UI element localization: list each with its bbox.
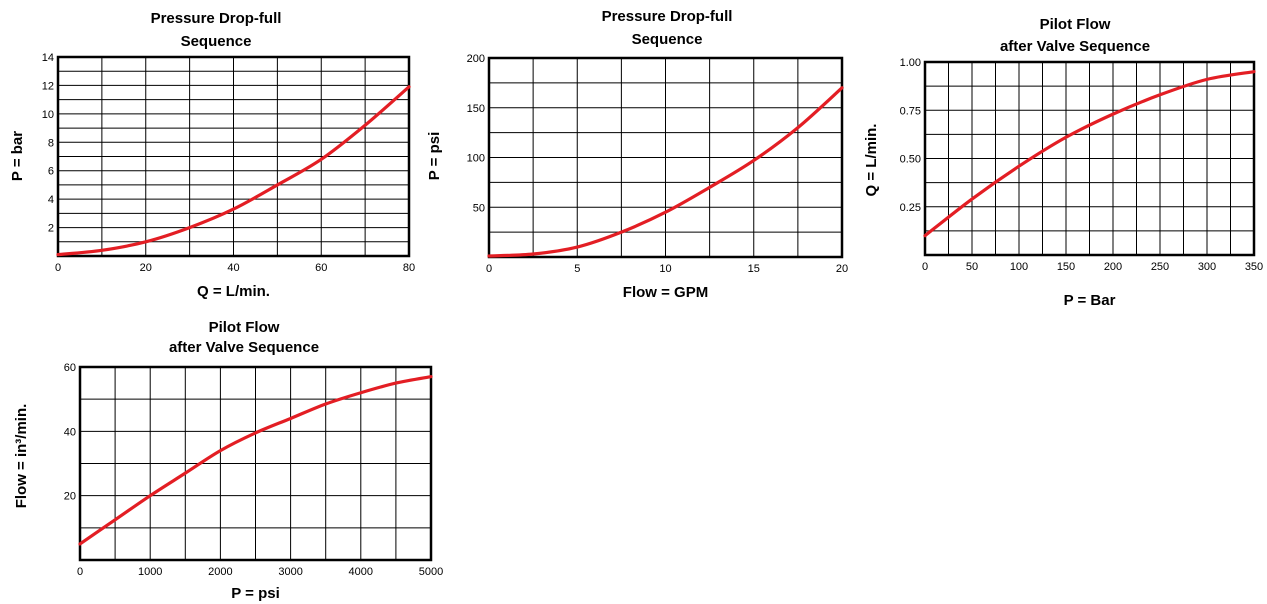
y-tick-label: 40 xyxy=(64,426,76,438)
y-tick-label: 0.75 xyxy=(900,105,921,117)
y-tick-label: 1.00 xyxy=(900,57,921,69)
series-line xyxy=(78,375,433,546)
y-tick-label: 0.25 xyxy=(900,202,921,214)
chart-title: Pilot Flow xyxy=(1040,16,1111,33)
x-tick-label: 20 xyxy=(140,262,152,274)
x-tick-label: 0 xyxy=(922,261,928,273)
chart-subtitle: Sequence xyxy=(632,31,703,48)
x-tick-label: 0 xyxy=(77,566,83,578)
x-tick-label: 1000 xyxy=(138,566,162,578)
x-tick-label: 250 xyxy=(1151,261,1169,273)
y-axis-label: Flow = in³/min. xyxy=(13,404,30,509)
x-tick-label: 80 xyxy=(403,262,415,274)
plot-frame xyxy=(487,56,844,259)
chart-title: Pressure Drop-full xyxy=(151,10,282,27)
chart-title: Pressure Drop-full xyxy=(602,8,733,25)
y-tick-label: 60 xyxy=(64,362,76,374)
chart-1: Pressure Drop-full Sequence 0 20 40 60 80 2 4 6 8 1… xyxy=(9,10,415,300)
x-tick-label: 150 xyxy=(1057,261,1075,273)
x-tick-label: 10 xyxy=(659,263,671,275)
y-tick-label: 200 xyxy=(467,53,485,65)
plot-frame xyxy=(78,365,433,562)
x-tick-label: 20 xyxy=(836,263,848,275)
y-tick-label: 2 xyxy=(48,223,54,235)
y-tick-label: 20 xyxy=(64,491,76,503)
x-tick-label: 300 xyxy=(1198,261,1216,273)
plot-frame xyxy=(56,55,411,258)
x-axis-label: P = psi xyxy=(231,585,280,602)
x-tick-label: 3000 xyxy=(278,566,302,578)
y-tick-label: 100 xyxy=(467,153,485,165)
y-tick-label: 10 xyxy=(42,109,54,121)
series-line xyxy=(487,86,844,258)
x-tick-label: 50 xyxy=(966,261,978,273)
series-line xyxy=(923,70,1256,238)
series-line xyxy=(56,85,411,257)
chart-3: Pilot Flow after Valve Sequence 0 50 100 150 2… xyxy=(863,16,1263,309)
x-axis-label: Q = L/min. xyxy=(197,283,270,300)
y-tick-label: 6 xyxy=(48,166,54,178)
x-tick-label: 5 xyxy=(574,263,580,275)
x-tick-label: 200 xyxy=(1104,261,1122,273)
chart-2: Pressure Drop-full Sequence 0 5 10 15 20 50 100 1… xyxy=(426,8,848,301)
x-axis-label: Flow = GPM xyxy=(623,284,708,301)
x-tick-label: 5000 xyxy=(419,566,443,578)
x-tick-label: 4000 xyxy=(349,566,373,578)
chart-4: Pilot Flow after Valve Sequence 0 1000 2000 3… xyxy=(13,319,443,602)
x-tick-label: 15 xyxy=(748,263,760,275)
y-axis-label: P = psi xyxy=(426,132,443,181)
y-axis-label: P = bar xyxy=(9,131,26,181)
x-tick-label: 350 xyxy=(1245,261,1263,273)
plot-frame xyxy=(923,60,1256,257)
x-tick-label: 60 xyxy=(315,262,327,274)
x-tick-label: 100 xyxy=(1010,261,1028,273)
x-tick-label: 0 xyxy=(486,263,492,275)
chart-subtitle: Sequence xyxy=(181,33,252,50)
y-tick-label: 50 xyxy=(473,202,485,214)
y-axis-label: Q = L/min. xyxy=(863,124,880,197)
chart-subtitle: after Valve Sequence xyxy=(169,339,319,356)
y-tick-label: 12 xyxy=(42,80,54,92)
chart-title: Pilot Flow xyxy=(209,319,280,336)
x-tick-label: 2000 xyxy=(208,566,232,578)
y-tick-label: 4 xyxy=(48,194,54,206)
y-tick-label: 0.50 xyxy=(900,154,921,166)
y-tick-label: 150 xyxy=(467,103,485,115)
y-tick-label: 14 xyxy=(42,52,54,64)
x-tick-label: 0 xyxy=(55,262,61,274)
x-axis-label: P = Bar xyxy=(1064,292,1116,309)
x-tick-label: 40 xyxy=(227,262,239,274)
y-tick-label: 8 xyxy=(48,137,54,149)
chart-subtitle: after Valve Sequence xyxy=(1000,38,1150,55)
